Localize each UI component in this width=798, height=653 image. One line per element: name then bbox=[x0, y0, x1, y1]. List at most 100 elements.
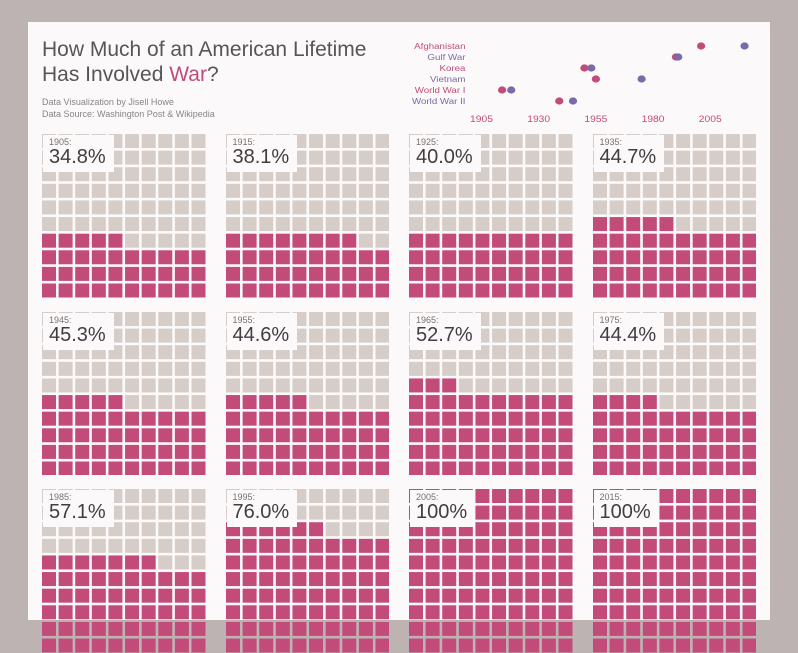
panel-percent: 76.0% bbox=[233, 502, 290, 523]
waffle-cell-filled bbox=[709, 461, 723, 475]
waffle-cell-empty bbox=[142, 506, 156, 520]
waffle-cell-filled bbox=[492, 622, 506, 636]
waffle-cell-filled bbox=[525, 234, 539, 248]
waffle-cell-filled bbox=[692, 461, 706, 475]
waffle-cell-empty bbox=[525, 328, 539, 342]
panel-percent: 44.4% bbox=[600, 325, 657, 346]
waffle-cell-filled bbox=[275, 444, 289, 458]
waffle-cell-filled bbox=[158, 622, 172, 636]
waffle-cell-filled bbox=[626, 411, 640, 425]
waffle-cell-filled bbox=[742, 234, 756, 248]
waffle-cell-empty bbox=[375, 361, 389, 375]
waffle-cell-filled bbox=[242, 572, 256, 586]
waffle-cell-empty bbox=[358, 345, 372, 359]
waffle-cell-filled bbox=[125, 622, 139, 636]
waffle-cell-filled bbox=[59, 605, 73, 619]
waffle-cell-filled bbox=[725, 506, 739, 520]
waffle-cell-empty bbox=[525, 217, 539, 231]
waffle-cell-filled bbox=[459, 234, 473, 248]
waffle-cell-filled bbox=[226, 555, 240, 569]
waffle-cell-empty bbox=[525, 312, 539, 326]
waffle-cell-empty bbox=[492, 378, 506, 392]
waffle-cell-empty bbox=[175, 378, 189, 392]
waffle-cell-filled bbox=[325, 555, 339, 569]
waffle-cell-filled bbox=[492, 605, 506, 619]
waffle-cell-empty bbox=[142, 345, 156, 359]
waffle-cell-filled bbox=[559, 589, 573, 603]
waffle-cell-filled bbox=[42, 284, 56, 298]
waffle-cell-filled bbox=[108, 428, 122, 442]
waffle-cell-filled bbox=[626, 267, 640, 281]
waffle-cell-empty bbox=[42, 200, 56, 214]
waffle-cell-empty bbox=[676, 217, 690, 231]
panel-callout: 2005:100% bbox=[410, 490, 475, 527]
waffle-cell-filled bbox=[559, 444, 573, 458]
waffle-cell-filled bbox=[609, 267, 623, 281]
waffle-cell-filled bbox=[292, 267, 306, 281]
waffle-cell-empty bbox=[426, 217, 440, 231]
waffle-cell-filled bbox=[75, 461, 89, 475]
waffle-cell-filled bbox=[659, 622, 673, 636]
waffle-cell-filled bbox=[593, 444, 607, 458]
waffle-cell-empty bbox=[659, 378, 673, 392]
waffle-cell-filled bbox=[59, 589, 73, 603]
waffle-cell-filled bbox=[375, 444, 389, 458]
waffle-cell-filled bbox=[509, 639, 523, 653]
credit-source: Data Source: Washington Post & Wikipedia bbox=[42, 108, 372, 121]
waffle-cell-filled bbox=[709, 539, 723, 553]
waffle-cell-filled bbox=[525, 522, 539, 536]
waffle-cell-empty bbox=[492, 312, 506, 326]
waffle-cell-filled bbox=[426, 444, 440, 458]
waffle-cell-filled bbox=[409, 411, 423, 425]
waffle-cell-empty bbox=[125, 506, 139, 520]
waffle-cell-filled bbox=[509, 411, 523, 425]
waffle-cell-filled bbox=[259, 639, 273, 653]
waffle-cell-empty bbox=[542, 361, 556, 375]
waffle-cell-empty bbox=[659, 184, 673, 198]
waffle-cell-filled bbox=[609, 217, 623, 231]
waffle-cell-filled bbox=[325, 572, 339, 586]
waffle-cell-empty bbox=[142, 184, 156, 198]
waffle-cell-filled bbox=[259, 572, 273, 586]
waffle-cell-filled bbox=[559, 267, 573, 281]
waffle-cell-filled bbox=[626, 395, 640, 409]
waffle-cell-filled bbox=[275, 622, 289, 636]
waffle-cell-filled bbox=[358, 572, 372, 586]
scatter-chart: AfghanistanGulf WarKoreaVietnamWorld War… bbox=[390, 38, 756, 128]
waffle-cell-filled bbox=[125, 555, 139, 569]
waffle-cell-filled bbox=[192, 428, 206, 442]
waffle-cell-empty bbox=[309, 167, 323, 181]
waffle-cell-filled bbox=[725, 555, 739, 569]
credit-author: Data Visualization by Jisell Howe bbox=[42, 96, 372, 109]
waffle-cell-filled bbox=[525, 589, 539, 603]
waffle-cell-filled bbox=[509, 572, 523, 586]
waffle-cell-filled bbox=[142, 555, 156, 569]
waffle-panel: 1955:44.6% bbox=[226, 312, 390, 476]
waffle-cell-filled bbox=[609, 589, 623, 603]
waffle-cell-filled bbox=[375, 555, 389, 569]
waffle-cell-filled bbox=[275, 428, 289, 442]
waffle-cell-filled bbox=[692, 428, 706, 442]
waffle-cell-filled bbox=[259, 234, 273, 248]
waffle-cell-filled bbox=[309, 250, 323, 264]
waffle-cell-empty bbox=[676, 361, 690, 375]
waffle-cell-empty bbox=[542, 312, 556, 326]
waffle-cell-filled bbox=[226, 622, 240, 636]
waffle-cell-empty bbox=[259, 200, 273, 214]
waffle-cell-filled bbox=[525, 284, 539, 298]
waffle-cell-filled bbox=[742, 539, 756, 553]
waffle-cell-filled bbox=[659, 267, 673, 281]
waffle-cell-filled bbox=[642, 444, 656, 458]
waffle-cell-empty bbox=[175, 184, 189, 198]
waffle-cell-empty bbox=[142, 361, 156, 375]
waffle-cell-filled bbox=[259, 444, 273, 458]
waffle-cell-empty bbox=[175, 328, 189, 342]
waffle-cell-filled bbox=[626, 217, 640, 231]
waffle-cell-filled bbox=[342, 444, 356, 458]
waffle-cell-empty bbox=[75, 378, 89, 392]
waffle-cell-filled bbox=[442, 605, 456, 619]
waffle-cell-empty bbox=[226, 378, 240, 392]
waffle-cell-empty bbox=[142, 134, 156, 148]
waffle-cell-empty bbox=[692, 151, 706, 165]
waffle-cell-filled bbox=[309, 444, 323, 458]
